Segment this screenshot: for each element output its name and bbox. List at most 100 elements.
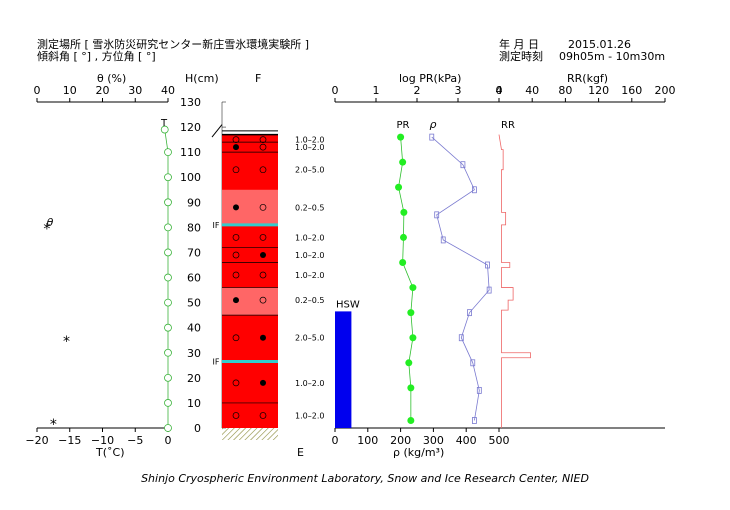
pr-tick-label: 2 — [414, 84, 421, 97]
grain-shape-open — [232, 334, 240, 342]
site-label: 測定場所 [ 雪氷防災研究センター新庄雪氷環境実験所 ] — [37, 38, 310, 51]
height-tick-label: 120 — [180, 121, 201, 134]
pr-point — [397, 133, 405, 141]
grain-shape-open — [232, 166, 240, 174]
temp-tick-label: −5 — [127, 434, 143, 447]
density-tick-label: 500 — [489, 434, 510, 447]
ground-hatch — [222, 428, 278, 440]
temperature-point — [160, 125, 169, 134]
pr-line — [398, 137, 414, 421]
temperature-point — [164, 323, 172, 332]
theta-tick-label: 10 — [63, 84, 77, 97]
height-tick-label: 30 — [187, 347, 201, 360]
temperature-point — [164, 248, 172, 257]
pr-point — [407, 309, 415, 317]
hsw-bar — [335, 311, 352, 428]
density-point — [429, 133, 435, 141]
pr-point — [400, 208, 408, 216]
rr-tick-label: 200 — [655, 84, 676, 97]
temperature-point — [164, 424, 172, 432]
pr-point — [407, 384, 415, 392]
rr-axis-title: RR(kgf) — [567, 72, 609, 85]
grain-shape-open — [259, 203, 267, 211]
grain-shape-open — [259, 296, 267, 304]
rr-line — [498, 134, 531, 428]
theta-point: * — [50, 417, 57, 433]
height-tick-label: 130 — [180, 96, 201, 109]
grain-shape-filled — [233, 144, 239, 151]
height-tick-label: 20 — [187, 372, 201, 385]
height-tick-label: 100 — [180, 171, 201, 184]
grain-size-label: 2.0–5.0 — [295, 166, 324, 175]
height-tick-label: 60 — [187, 272, 201, 285]
grain-shape-filled — [260, 251, 266, 258]
rr-tick-label: 120 — [588, 84, 609, 97]
grain-shape-filled — [260, 379, 266, 386]
grain-size-label: 0.2–0.5 — [295, 203, 324, 212]
temperature-point — [164, 223, 172, 232]
grain-shape-open — [259, 136, 267, 143]
density-tick-label: 400 — [456, 434, 477, 447]
height-axis-title: H(cm) — [185, 72, 219, 85]
rr-tick-label: 80 — [558, 84, 572, 97]
theta-point: * — [43, 221, 50, 237]
density-tick-label: 100 — [357, 434, 378, 447]
temperature-point — [164, 198, 172, 207]
temperature-marker: T — [160, 118, 168, 129]
temperature-axis-title: T(˚C) — [96, 446, 125, 459]
grain-shape-filled — [233, 297, 239, 304]
pr-tick-label: 0 — [332, 84, 339, 97]
temp-tick-label: −15 — [58, 434, 81, 447]
pr-tick-label: 1 — [373, 84, 380, 97]
grain-size-label: 0.2–0.5 — [295, 296, 324, 305]
density-point — [476, 386, 482, 394]
pr-point — [409, 334, 417, 342]
grain-shape-open — [232, 271, 240, 279]
temperature-point — [164, 173, 172, 182]
snow-layer — [222, 189, 278, 225]
theta-tick-label: 20 — [96, 84, 110, 97]
grain-size-label: 1.0–2.0 — [295, 251, 324, 260]
density-point — [485, 261, 490, 269]
slope-label: 傾斜角 [ °] , 方位角 [ °] — [37, 50, 156, 63]
grain-shape-filled — [233, 204, 239, 211]
pr-tick-label: 3 — [455, 84, 462, 97]
snow-layer — [222, 287, 278, 316]
density-axis-title: ρ (kg/m³) — [393, 446, 445, 459]
height-tick-label: 90 — [187, 196, 201, 209]
grain-shape-open — [232, 251, 240, 259]
grain-shape-open — [259, 412, 267, 419]
pr-point — [407, 416, 415, 424]
pr-tick-label: 4 — [496, 84, 503, 97]
density-point — [471, 186, 477, 194]
grain-size-label: 1.0–2.0 — [295, 411, 324, 420]
temp-tick-label: −10 — [91, 434, 114, 447]
temperature-point — [164, 348, 172, 357]
pr-point — [399, 233, 407, 241]
date-value: 2015.01.26 — [568, 38, 631, 51]
pr-point — [395, 183, 403, 191]
temp-tick-label: −20 — [25, 434, 48, 447]
height-tick-label: 70 — [187, 246, 201, 259]
pr-point — [399, 258, 407, 266]
temp-tick-label: 0 — [165, 434, 172, 447]
density-point — [458, 334, 464, 342]
time-label: 測定時刻 — [499, 50, 543, 63]
density-tick-label: 0 — [332, 434, 339, 447]
snow-layer — [222, 134, 278, 428]
surface-slash — [211, 124, 223, 138]
height-tick-label: 40 — [187, 322, 201, 335]
grain-size-label: 1.0–2.0 — [295, 136, 324, 145]
hardness-label: F — [255, 72, 262, 85]
pr-marker: PR — [397, 120, 410, 131]
density-point — [440, 236, 446, 244]
footer-credit: Shinjo Cryospheric Environment Laborator… — [141, 472, 589, 485]
grain-size-label: 1.0–2.0 — [295, 379, 324, 388]
grain-shape-filled — [260, 334, 266, 341]
temperature-point — [164, 148, 172, 157]
grain-shape-open — [232, 234, 240, 241]
grain-size-label: 1.0–2.0 — [295, 233, 324, 242]
height-tick-label: 0 — [194, 422, 201, 435]
